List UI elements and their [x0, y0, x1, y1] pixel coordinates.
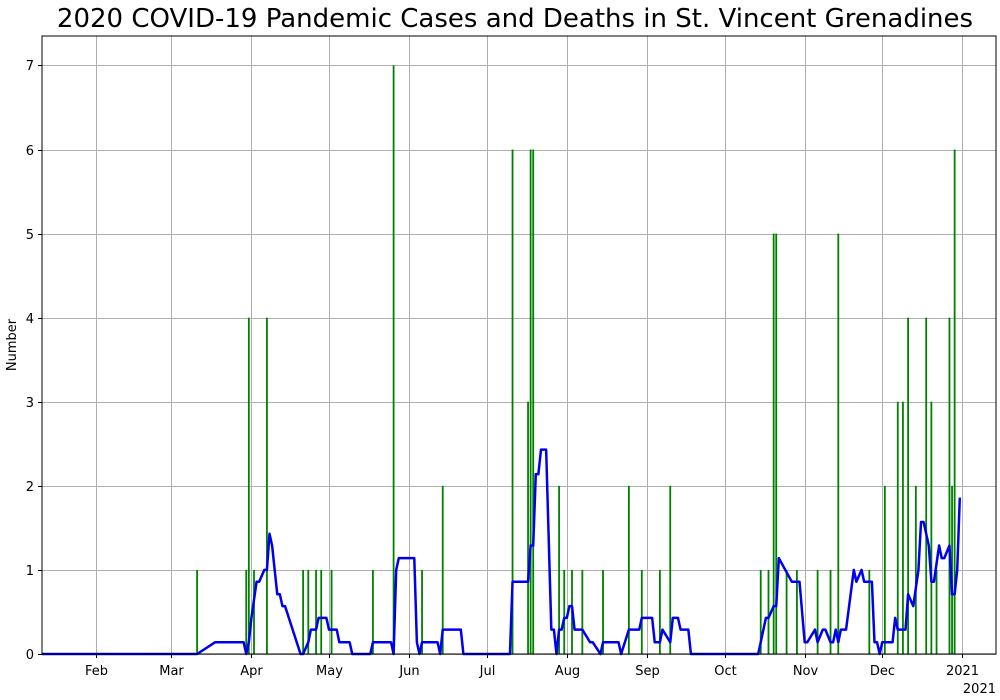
bar — [669, 485, 672, 654]
bar — [372, 569, 374, 654]
bar — [581, 569, 584, 654]
bar — [914, 485, 917, 654]
bar — [527, 401, 529, 654]
bar — [247, 317, 250, 654]
bar — [640, 569, 643, 654]
line-series — [42, 448, 962, 656]
bar — [930, 401, 933, 654]
bar — [883, 485, 886, 654]
bar — [253, 569, 255, 654]
bar — [532, 149, 535, 654]
bar — [627, 485, 630, 654]
bar — [925, 317, 928, 654]
x-tick-label: May — [316, 664, 343, 679]
bar — [421, 569, 423, 654]
x-tick-label: Nov — [793, 664, 819, 679]
x-tick-label: Sep — [635, 664, 660, 679]
bar — [511, 149, 514, 654]
bar — [196, 569, 199, 654]
y-axis-ticks: 0 1 2 3 4 5 6 7 — [26, 59, 42, 663]
y-tick-label: 3 — [26, 396, 34, 411]
bar — [558, 485, 560, 654]
y-tick-label: 4 — [26, 312, 34, 327]
y-tick-label: 0 — [26, 648, 34, 663]
bar — [775, 233, 778, 654]
bar — [529, 149, 532, 654]
bar — [307, 569, 310, 654]
x-tick-label: Aug — [555, 664, 580, 679]
x-tick-label: Jul — [479, 664, 496, 679]
y-tick-label: 5 — [26, 228, 34, 243]
bar — [266, 317, 268, 654]
bar — [868, 569, 871, 654]
y-tick-label: 2 — [26, 480, 34, 495]
x-tick-label: Apr — [240, 664, 263, 679]
x-tick-label: 2021 — [946, 664, 979, 679]
series-line — [42, 448, 962, 656]
x-axis-ticks: Feb Mar Apr May Jun Jul Aug Sep Oct Nov Dec 2021 — [85, 654, 979, 679]
bar — [767, 569, 770, 654]
x-tick-label: Oct — [714, 664, 736, 679]
x-tick-label: Mar — [159, 664, 184, 679]
bar — [330, 569, 333, 654]
bar — [907, 317, 909, 654]
bar — [902, 401, 904, 654]
bar — [302, 569, 305, 654]
x-tick-label: Feb — [85, 664, 108, 679]
x-axis-offset-label: 2021 — [963, 682, 996, 697]
bar — [315, 569, 317, 654]
bar — [772, 233, 775, 654]
chart-title: 2020 COVID-19 Pandemic Cases and Deaths … — [57, 4, 973, 34]
bar — [896, 401, 899, 654]
plot-frame — [41, 35, 997, 655]
bar — [441, 485, 444, 654]
bar — [796, 569, 798, 654]
grid-lines — [42, 36, 996, 655]
y-tick-label: 1 — [26, 564, 34, 579]
bar — [602, 569, 604, 654]
bar-series — [196, 65, 956, 655]
bar — [948, 317, 951, 654]
bar — [759, 569, 762, 654]
bar — [951, 485, 953, 654]
x-tick-label: Dec — [870, 664, 895, 679]
x-tick-label: Jun — [398, 664, 419, 679]
bar — [935, 569, 938, 654]
bar — [785, 569, 788, 654]
y-tick-label: 6 — [26, 144, 34, 159]
bar — [837, 233, 840, 654]
bar — [659, 569, 661, 654]
y-axis-label: Number — [5, 318, 20, 371]
bar — [392, 65, 395, 655]
bar — [245, 569, 248, 654]
bar — [320, 569, 323, 654]
bar — [563, 569, 566, 654]
bar — [816, 569, 819, 654]
bar — [829, 569, 832, 654]
y-tick-label: 7 — [26, 59, 34, 74]
bar — [953, 149, 956, 654]
